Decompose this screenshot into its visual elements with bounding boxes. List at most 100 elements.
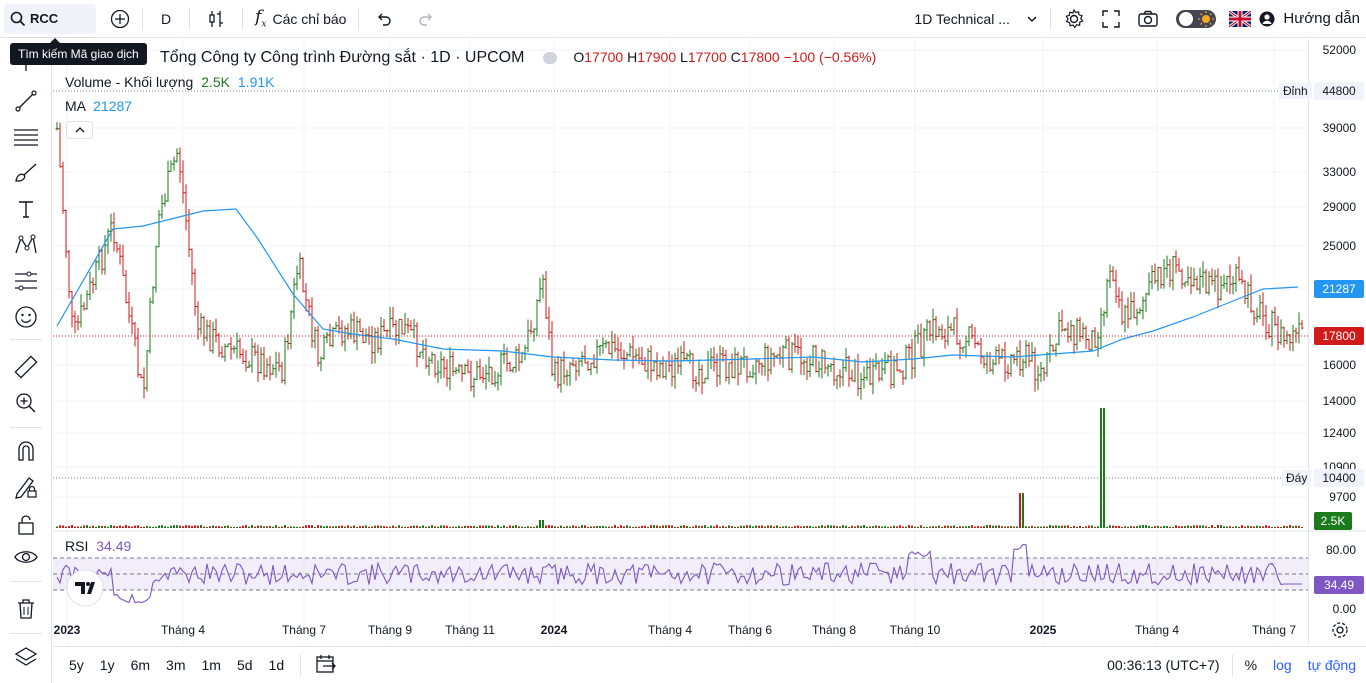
theme-toggle[interactable] <box>1167 0 1225 38</box>
interval-button[interactable]: D <box>147 0 185 38</box>
price-chart[interactable] <box>53 39 1366 644</box>
volume-bar <box>665 525 667 528</box>
remove-drawings-tool[interactable] <box>12 595 40 623</box>
ohlc-bar <box>1042 367 1046 381</box>
magnet-tool[interactable] <box>12 437 40 465</box>
visibility-tool[interactable] <box>12 543 40 571</box>
volume-bar <box>1067 525 1069 528</box>
ohlc-bar <box>1231 275 1235 295</box>
volume-bar <box>773 526 775 528</box>
ohlc-bar <box>457 363 461 374</box>
percent-toggle[interactable]: % <box>1244 657 1258 673</box>
brush-tool[interactable] <box>12 159 40 187</box>
ohlc-bar <box>649 345 653 382</box>
volume-bar <box>548 525 550 528</box>
range-5d[interactable]: 5d <box>236 657 253 673</box>
ohlc-bar <box>715 353 719 387</box>
volume-bar <box>80 526 82 528</box>
ohlc-bar <box>907 343 911 359</box>
symbol-search-button[interactable]: RCC <box>4 3 96 34</box>
ohlc-bar <box>430 351 434 364</box>
ohlc-bar <box>1039 361 1043 383</box>
volume-bar <box>560 525 562 528</box>
ohlc-bar <box>427 356 431 376</box>
tradingview-logo[interactable] <box>66 569 104 607</box>
volume-bar <box>338 525 340 528</box>
goto-date-button[interactable] <box>309 654 343 677</box>
lock-tool[interactable] <box>12 511 40 539</box>
ohlc-bar <box>1165 255 1169 278</box>
volume-bar <box>848 526 850 528</box>
volume-bar <box>635 526 637 528</box>
log-toggle[interactable]: log <box>1273 657 1292 673</box>
pattern-tool[interactable] <box>12 231 40 259</box>
clock[interactable]: 00:36:13 (UTC+7) <box>1107 657 1220 673</box>
volume-bar <box>1172 526 1174 528</box>
volume-bar <box>350 526 352 528</box>
volume-bar <box>332 526 334 528</box>
trend-line-tool[interactable] <box>12 87 40 115</box>
settings-button[interactable] <box>1055 0 1093 38</box>
emoji-tool[interactable] <box>12 303 40 331</box>
range-1y[interactable]: 1y <box>99 657 115 673</box>
zoom-in-tool[interactable] <box>12 389 40 417</box>
legend-rsi[interactable]: RSI 34.49 <box>65 538 131 554</box>
fullscreen-button[interactable] <box>1093 0 1129 38</box>
volume-bar <box>1271 526 1273 528</box>
ohlc-bar <box>277 352 281 372</box>
price-tick: 16000 <box>1322 358 1356 372</box>
ohlc-bar <box>565 369 569 386</box>
volume-bar <box>311 525 313 528</box>
collapse-legend-button[interactable] <box>66 121 93 139</box>
horizontal-lines-tool[interactable] <box>12 123 40 151</box>
language-button[interactable] <box>1225 0 1255 38</box>
ohlc-bar <box>145 350 149 392</box>
object-tree-tool[interactable] <box>12 643 40 671</box>
legend-ma[interactable]: MA 21287 <box>65 98 132 114</box>
volume-bar <box>995 525 997 528</box>
legend-dot[interactable] <box>542 51 557 64</box>
layers-icon <box>14 647 38 666</box>
volume-bar <box>1163 525 1165 528</box>
text-tool[interactable] <box>12 195 40 223</box>
function-icon: fx <box>255 7 267 30</box>
lock-drawing-tool[interactable] <box>12 473 40 501</box>
ohlc-bar <box>856 353 860 396</box>
ohlc-bar <box>508 361 512 372</box>
volume-bar <box>245 525 247 528</box>
ohlc-bar <box>235 332 239 359</box>
volume-bar <box>965 526 967 528</box>
chart-type-button[interactable] <box>194 0 238 38</box>
drawing-toolbar <box>0 39 52 683</box>
range-1d[interactable]: 1d <box>268 657 285 673</box>
measure-lines-tool[interactable] <box>12 267 40 295</box>
ruler-tool[interactable] <box>12 353 40 381</box>
volume-bar <box>281 526 283 528</box>
volume-bar <box>173 525 175 528</box>
auto-scale-toggle[interactable]: tự động <box>1307 657 1356 673</box>
snapshot-button[interactable] <box>1129 0 1167 38</box>
range-3m[interactable]: 3m <box>166 657 186 673</box>
volume-bar <box>1250 526 1252 528</box>
range-1m[interactable]: 1m <box>201 657 221 673</box>
range-5y[interactable]: 5y <box>69 657 84 673</box>
volume-bar <box>890 526 892 528</box>
layout-select[interactable]: 1D Technical ... <box>906 0 1046 38</box>
undo-button[interactable] <box>363 0 405 38</box>
ohlc-bar <box>481 366 485 383</box>
volume-bar <box>794 525 796 528</box>
redo-button[interactable] <box>405 0 447 38</box>
range-6m[interactable]: 6m <box>130 657 151 673</box>
price-axis[interactable]: 52000 39000 33000 29000 25000 16000 1400… <box>1308 39 1366 644</box>
volume-bars <box>56 408 1303 528</box>
volume-badge: 2.5K <box>1314 512 1352 530</box>
compare-button[interactable] <box>102 0 138 38</box>
chart-pane[interactable]: Tổng Công ty Công trình Đường sắt · 1D ·… <box>53 39 1366 644</box>
axis-settings-button[interactable] <box>1331 621 1349 644</box>
indicators-button[interactable]: fx Các chỉ báo <box>247 0 354 38</box>
legend-volume[interactable]: Volume - Khối lượng 2.5K 1.91K <box>65 74 274 90</box>
ohlc-bar <box>1279 319 1283 345</box>
volume-bar <box>908 525 910 528</box>
time-axis[interactable]: 2023 Tháng 4 Tháng 7 Tháng 9 Tháng 11 20… <box>53 618 1308 642</box>
help-button[interactable]: Hướng dẫn <box>1255 0 1366 38</box>
